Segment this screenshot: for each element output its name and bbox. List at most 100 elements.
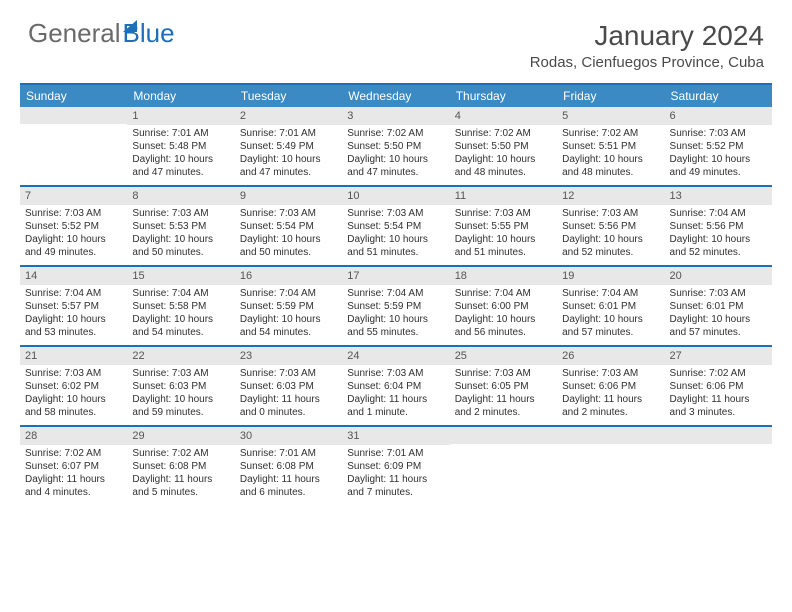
sunrise-text: Sunrise: 7:03 AM <box>455 207 552 220</box>
day-number: 13 <box>665 187 772 205</box>
daylight-text: Daylight: 10 hours and 51 minutes. <box>347 233 444 259</box>
sunset-text: Sunset: 5:49 PM <box>240 140 337 153</box>
daylight-text: Daylight: 10 hours and 49 minutes. <box>25 233 122 259</box>
day-cell: 20Sunrise: 7:03 AMSunset: 6:01 PMDayligh… <box>665 267 772 345</box>
daylight-text: Daylight: 10 hours and 48 minutes. <box>455 153 552 179</box>
sunset-text: Sunset: 5:50 PM <box>347 140 444 153</box>
sunrise-text: Sunrise: 7:01 AM <box>132 127 229 140</box>
daylight-text: Daylight: 10 hours and 59 minutes. <box>132 393 229 419</box>
sunset-text: Sunset: 5:53 PM <box>132 220 229 233</box>
day-number: 16 <box>235 267 342 285</box>
day-body: Sunrise: 7:03 AMSunset: 5:55 PMDaylight:… <box>450 205 557 263</box>
sunrise-text: Sunrise: 7:02 AM <box>25 447 122 460</box>
day-body: Sunrise: 7:03 AMSunset: 6:04 PMDaylight:… <box>342 365 449 423</box>
day-number: 17 <box>342 267 449 285</box>
day-cell: 15Sunrise: 7:04 AMSunset: 5:58 PMDayligh… <box>127 267 234 345</box>
day-cell: 8Sunrise: 7:03 AMSunset: 5:53 PMDaylight… <box>127 187 234 265</box>
day-cell: 10Sunrise: 7:03 AMSunset: 5:54 PMDayligh… <box>342 187 449 265</box>
location-subtitle: Rodas, Cienfuegos Province, Cuba <box>530 54 764 71</box>
day-cell: 26Sunrise: 7:03 AMSunset: 6:06 PMDayligh… <box>557 347 664 425</box>
day-cell: 2Sunrise: 7:01 AMSunset: 5:49 PMDaylight… <box>235 107 342 185</box>
sunset-text: Sunset: 5:52 PM <box>25 220 122 233</box>
day-number: 20 <box>665 267 772 285</box>
sunrise-text: Sunrise: 7:04 AM <box>132 287 229 300</box>
day-body: Sunrise: 7:02 AMSunset: 6:06 PMDaylight:… <box>665 365 772 423</box>
sunrise-text: Sunrise: 7:03 AM <box>670 287 767 300</box>
day-number: 6 <box>665 107 772 125</box>
day-cell: 5Sunrise: 7:02 AMSunset: 5:51 PMDaylight… <box>557 107 664 185</box>
daylight-text: Daylight: 11 hours and 7 minutes. <box>347 473 444 499</box>
day-number: 31 <box>342 427 449 445</box>
sunrise-text: Sunrise: 7:03 AM <box>25 207 122 220</box>
dow-saturday: Saturday <box>665 85 772 107</box>
sunrise-text: Sunrise: 7:03 AM <box>562 367 659 380</box>
day-cell: 22Sunrise: 7:03 AMSunset: 6:03 PMDayligh… <box>127 347 234 425</box>
sunset-text: Sunset: 5:59 PM <box>240 300 337 313</box>
daylight-text: Daylight: 10 hours and 50 minutes. <box>240 233 337 259</box>
day-body: Sunrise: 7:04 AMSunset: 5:59 PMDaylight:… <box>235 285 342 343</box>
day-cell <box>450 427 557 505</box>
day-body: Sunrise: 7:02 AMSunset: 6:08 PMDaylight:… <box>127 445 234 503</box>
daylight-text: Daylight: 10 hours and 47 minutes. <box>347 153 444 179</box>
day-body: Sunrise: 7:03 AMSunset: 6:01 PMDaylight:… <box>665 285 772 343</box>
day-number: 18 <box>450 267 557 285</box>
day-number: 25 <box>450 347 557 365</box>
sunset-text: Sunset: 5:54 PM <box>347 220 444 233</box>
sunrise-text: Sunrise: 7:03 AM <box>455 367 552 380</box>
sunrise-text: Sunrise: 7:04 AM <box>347 287 444 300</box>
day-number: 29 <box>127 427 234 445</box>
logo-text-blue: Blue <box>123 20 175 46</box>
day-cell: 14Sunrise: 7:04 AMSunset: 5:57 PMDayligh… <box>20 267 127 345</box>
day-cell: 3Sunrise: 7:02 AMSunset: 5:50 PMDaylight… <box>342 107 449 185</box>
sunset-text: Sunset: 5:59 PM <box>347 300 444 313</box>
daylight-text: Daylight: 10 hours and 48 minutes. <box>562 153 659 179</box>
sunset-text: Sunset: 6:03 PM <box>132 380 229 393</box>
sunset-text: Sunset: 6:06 PM <box>562 380 659 393</box>
day-cell: 13Sunrise: 7:04 AMSunset: 5:56 PMDayligh… <box>665 187 772 265</box>
daylight-text: Daylight: 10 hours and 54 minutes. <box>132 313 229 339</box>
sunrise-text: Sunrise: 7:01 AM <box>240 447 337 460</box>
day-number <box>557 427 664 444</box>
sunrise-text: Sunrise: 7:01 AM <box>347 447 444 460</box>
sunrise-text: Sunrise: 7:02 AM <box>670 367 767 380</box>
day-number: 12 <box>557 187 664 205</box>
daylight-text: Daylight: 11 hours and 1 minute. <box>347 393 444 419</box>
day-number: 3 <box>342 107 449 125</box>
sunset-text: Sunset: 5:51 PM <box>562 140 659 153</box>
day-cell <box>20 107 127 185</box>
daylight-text: Daylight: 10 hours and 47 minutes. <box>132 153 229 179</box>
day-body: Sunrise: 7:03 AMSunset: 6:03 PMDaylight:… <box>127 365 234 423</box>
day-number: 11 <box>450 187 557 205</box>
day-number: 23 <box>235 347 342 365</box>
calendar: Sunday Monday Tuesday Wednesday Thursday… <box>20 83 772 505</box>
day-body: Sunrise: 7:03 AMSunset: 6:06 PMDaylight:… <box>557 365 664 423</box>
sunrise-text: Sunrise: 7:03 AM <box>240 207 337 220</box>
week-row: 1Sunrise: 7:01 AMSunset: 5:48 PMDaylight… <box>20 107 772 185</box>
day-body: Sunrise: 7:03 AMSunset: 5:56 PMDaylight:… <box>557 205 664 263</box>
day-body: Sunrise: 7:03 AMSunset: 6:05 PMDaylight:… <box>450 365 557 423</box>
day-number: 22 <box>127 347 234 365</box>
sunrise-text: Sunrise: 7:03 AM <box>347 367 444 380</box>
day-number: 8 <box>127 187 234 205</box>
day-number: 2 <box>235 107 342 125</box>
day-body: Sunrise: 7:03 AMSunset: 6:03 PMDaylight:… <box>235 365 342 423</box>
week-row: 21Sunrise: 7:03 AMSunset: 6:02 PMDayligh… <box>20 347 772 425</box>
sunset-text: Sunset: 6:00 PM <box>455 300 552 313</box>
day-number <box>450 427 557 444</box>
daylight-text: Daylight: 10 hours and 57 minutes. <box>670 313 767 339</box>
day-cell: 27Sunrise: 7:02 AMSunset: 6:06 PMDayligh… <box>665 347 772 425</box>
sunrise-text: Sunrise: 7:02 AM <box>132 447 229 460</box>
dow-sunday: Sunday <box>20 85 127 107</box>
daylight-text: Daylight: 11 hours and 5 minutes. <box>132 473 229 499</box>
day-body: Sunrise: 7:04 AMSunset: 5:59 PMDaylight:… <box>342 285 449 343</box>
daylight-text: Daylight: 10 hours and 53 minutes. <box>25 313 122 339</box>
week-row: 14Sunrise: 7:04 AMSunset: 5:57 PMDayligh… <box>20 267 772 345</box>
day-of-week-header: Sunday Monday Tuesday Wednesday Thursday… <box>20 85 772 107</box>
sunset-text: Sunset: 6:08 PM <box>240 460 337 473</box>
day-number: 10 <box>342 187 449 205</box>
day-cell: 24Sunrise: 7:03 AMSunset: 6:04 PMDayligh… <box>342 347 449 425</box>
sunrise-text: Sunrise: 7:04 AM <box>670 207 767 220</box>
day-body: Sunrise: 7:03 AMSunset: 6:02 PMDaylight:… <box>20 365 127 423</box>
sunset-text: Sunset: 5:48 PM <box>132 140 229 153</box>
day-number <box>665 427 772 444</box>
